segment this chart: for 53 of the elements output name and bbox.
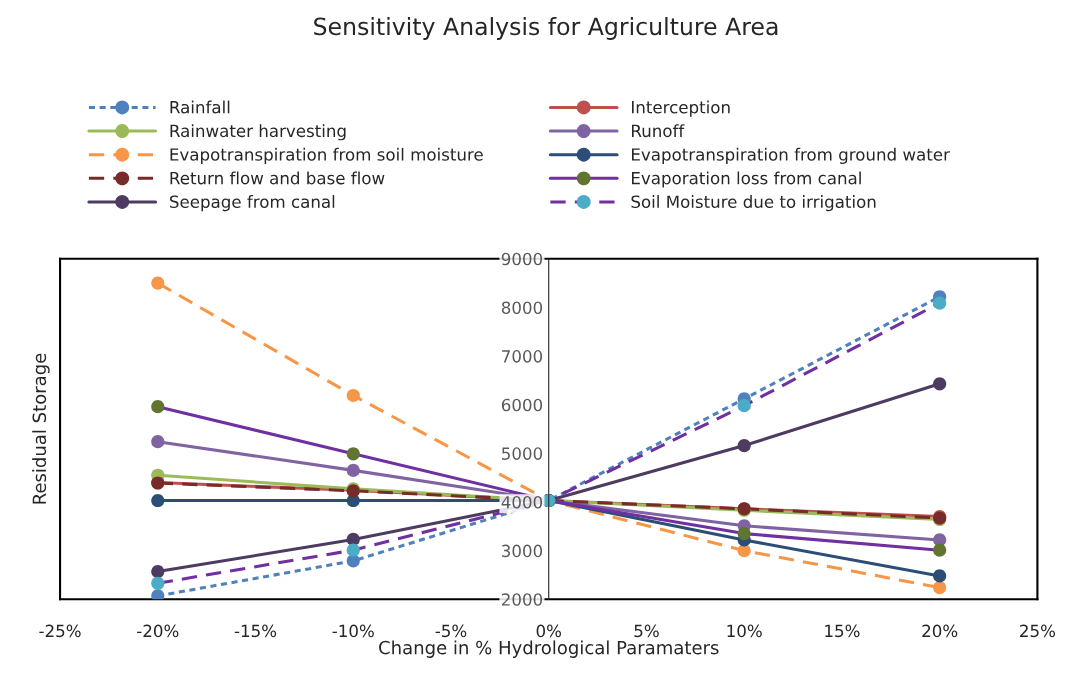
- y-tick-label: 5000: [502, 447, 543, 460]
- x-tick-label: 15%: [825, 624, 860, 638]
- y-tick-label: 6000: [501, 398, 543, 412]
- point: [346, 463, 360, 477]
- point: [151, 589, 165, 600]
- legend-label: Evaporation loss from canal: [632, 171, 861, 188]
- point: [151, 493, 165, 508]
- point: [737, 527, 751, 541]
- x-tick-label: 5%: [634, 624, 659, 638]
- legend-label: Rainfall: [170, 100, 230, 114]
- point: [346, 447, 360, 461]
- y-tick-label: 8000: [501, 301, 543, 314]
- legend-label: Runoff: [632, 124, 685, 138]
- legend-label: Rainwater harvesting: [170, 124, 346, 141]
- legend-label: Interception: [632, 100, 730, 117]
- point: [933, 296, 947, 310]
- point: [737, 438, 751, 453]
- point: [346, 543, 360, 557]
- point: [933, 543, 947, 557]
- x-tick-label: -15%: [234, 624, 277, 638]
- legend-label: Return flow and base flow: [170, 171, 385, 185]
- point: [737, 399, 751, 413]
- point: [346, 532, 360, 547]
- x-tick-label: 25%: [1020, 624, 1055, 638]
- point: [151, 400, 165, 414]
- x-tick-label: 10%: [727, 624, 762, 638]
- y-tick-label: 9000: [501, 252, 543, 266]
- x-axis-title: Change in % Hydrological Paramaters: [379, 640, 719, 658]
- point: [346, 388, 360, 403]
- legend-label: Soil Moisture due to irrigation: [631, 195, 876, 212]
- x-tick-label: -10%: [332, 624, 374, 638]
- legend-label: Evapotranspiration from soil moisture: [170, 147, 483, 164]
- x-tick-label: 0%: [536, 624, 562, 638]
- x-tick-label: -25%: [39, 624, 81, 638]
- point: [737, 544, 751, 558]
- x-tick-label: -5%: [435, 624, 467, 638]
- legend-label: Evapotranspiration from ground water: [632, 147, 950, 164]
- x-tick-label: -20%: [137, 624, 179, 638]
- point: [151, 564, 165, 579]
- x-tick-label: 20%: [922, 624, 958, 638]
- y-axis-title: Residual Storage: [32, 353, 50, 504]
- y-tick-label: 4000: [501, 495, 543, 509]
- point: [933, 377, 947, 391]
- point: [151, 435, 165, 449]
- y-tick-label: 3000: [502, 544, 543, 558]
- point: [933, 569, 947, 583]
- legend-label: Seepage from canal: [170, 195, 335, 212]
- y-tick-label: 2000: [501, 593, 543, 606]
- point: [151, 276, 165, 290]
- point: [151, 576, 165, 590]
- y-tick-label: 7000: [502, 350, 543, 363]
- chart-title: Sensitivity Analysis for Agriculture Area: [314, 17, 778, 40]
- point: [933, 581, 947, 595]
